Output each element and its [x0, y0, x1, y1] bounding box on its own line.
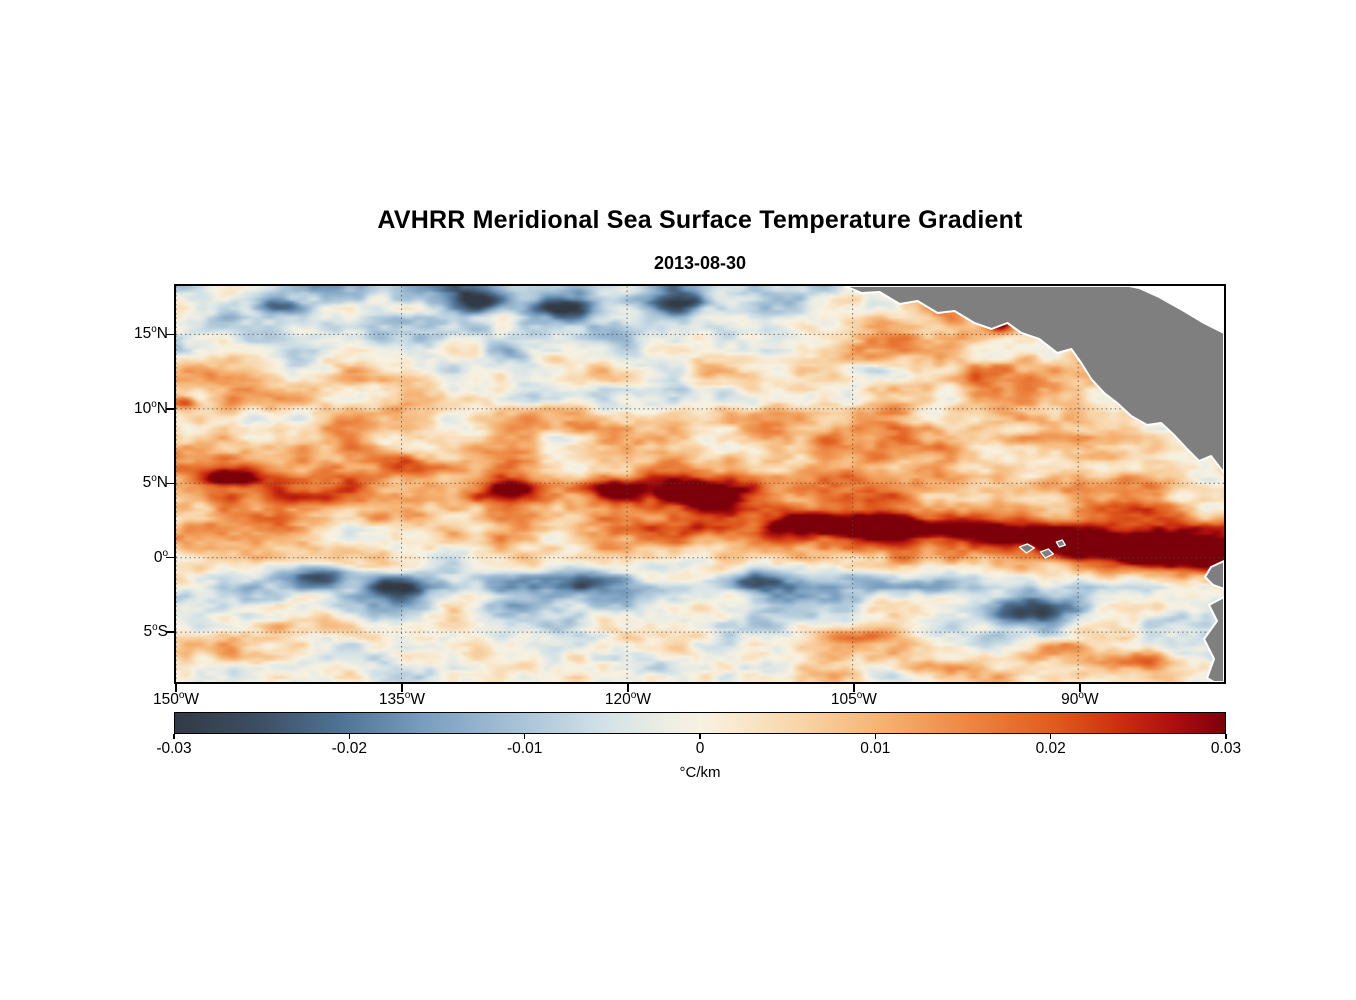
colorbar-tick-label: -0.02 — [331, 740, 367, 757]
colorbar-tick-label: -0.01 — [506, 740, 543, 757]
land-mass — [1203, 596, 1224, 682]
colorbar-tick-mark — [874, 734, 877, 739]
lat-tick-label: 5oN — [142, 473, 168, 492]
lat-tick-label: 0o — [153, 547, 168, 566]
lon-tick-label: 135oW — [378, 689, 425, 708]
lon-tick-label: 90oW — [1061, 689, 1099, 708]
colorbar — [174, 712, 1226, 734]
lon-tick-label: 105oW — [830, 689, 877, 708]
colorbar-tick-mark — [348, 734, 351, 739]
colorbar-tick-mark — [699, 734, 701, 739]
lon-tick-mark — [1079, 684, 1081, 692]
colorbar-tick-mark — [1225, 734, 1227, 739]
land-mass — [843, 286, 1224, 474]
sst-gradient-heatmap — [176, 286, 1224, 682]
lon-tick-label: 120oW — [604, 689, 651, 708]
colorbar-tick-mark — [523, 734, 526, 739]
figure-title: AVHRR Meridional Sea Surface Temperature… — [377, 206, 1023, 234]
colorbar-tick-mark — [1049, 734, 1052, 739]
lon-tick-mark — [401, 684, 403, 692]
lat-tick-mark — [166, 631, 174, 633]
colorbar-gradient — [175, 713, 1225, 733]
lat-tick-mark — [166, 408, 174, 410]
lat-tick-label: 15oN — [133, 324, 168, 343]
lat-tick-mark — [166, 482, 174, 484]
colorbar-tick-label: 0.03 — [1210, 740, 1242, 757]
lon-tick-mark — [175, 684, 177, 692]
lat-tick-label: 5oS — [143, 621, 168, 641]
lon-tick-mark — [853, 684, 855, 692]
colorbar-tick-label: 0.01 — [860, 740, 891, 757]
island — [1018, 543, 1036, 554]
lon-tick-mark — [627, 684, 629, 692]
map-plot-frame — [174, 284, 1226, 684]
lon-tick-label: 150oW — [152, 689, 200, 708]
land-mass — [1204, 560, 1224, 590]
map-overlay — [176, 286, 1224, 682]
lat-tick-mark — [166, 333, 174, 336]
colorbar-tick-label: 0 — [695, 740, 705, 757]
atlantic-ocean-mask — [1129, 286, 1224, 333]
colorbar-tick-label: -0.03 — [156, 740, 192, 757]
lat-tick-mark — [166, 556, 174, 559]
figure-date: 2013-08-30 — [653, 253, 747, 273]
lat-tick-label: 10oN — [133, 398, 168, 417]
colorbar-unit-label: °C/km — [679, 764, 721, 781]
island — [1055, 539, 1066, 548]
island — [1039, 548, 1054, 559]
colorbar-tick-label: 0.02 — [1035, 740, 1066, 757]
colorbar-tick-mark — [173, 734, 175, 739]
